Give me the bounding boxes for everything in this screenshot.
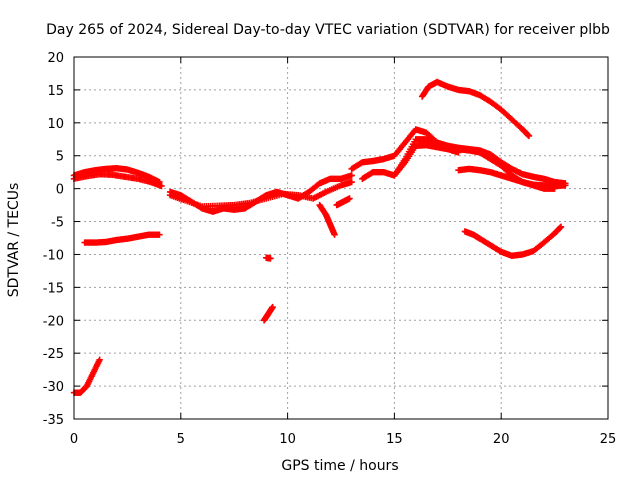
data-point-marker [269,303,276,311]
series-arc-very-low [70,356,103,396]
y-tick-label: -5 [51,216,64,231]
series-arc-rise-3 [391,141,462,179]
y-tick-label: 5 [56,150,64,165]
x-tick-label: 20 [493,432,510,447]
y-tick-label: -20 [43,314,64,329]
data-point-marker [551,185,558,192]
x-axis-title: GPS time / hours [281,458,398,474]
data-point-marker [346,195,353,202]
x-tick-label: 0 [70,432,78,447]
data-point-marker [557,224,564,231]
data-point-marker [562,182,569,189]
series-arc-mid-low [316,201,338,238]
data-point-marker [557,223,565,231]
y-tick-label: -10 [43,248,64,263]
data-point-marker [267,255,274,262]
data-point-marker [455,149,462,156]
x-tick-label: 25 [600,432,617,447]
y-tick-label: 0 [56,183,64,198]
y-tick-label: -25 [43,347,64,362]
data-point-marker [525,132,533,140]
series-arc-early-low [81,231,163,246]
y-tick-label: -30 [43,380,64,395]
series-arc-late-low [461,223,565,259]
y-tick-label: -15 [43,281,64,296]
x-tick-label: 10 [279,432,296,447]
axis-ticks: 0 5 10 15 20 25 -35 -30 -25 -20 -15 -10 -5 0 5 10 15 20 [43,51,617,447]
data-point-marker [348,172,355,179]
data-series-group [70,78,569,396]
series-arc-isolated-2 [260,303,276,324]
y-tick-label: 15 [47,84,64,99]
data-point-marker [156,231,163,238]
series-arc-early-high-2 [70,170,165,190]
series-arc-isolated-1 [263,254,274,262]
data-point-marker [158,182,165,190]
y-tick-label: 20 [47,51,64,66]
series-arc-mid-dip-2 [166,178,355,210]
plot-frame [73,56,609,420]
y-tick-label: -35 [43,413,64,428]
series-arc-high [418,78,533,140]
y-tick-label: 10 [47,117,64,132]
data-point-marker [348,178,355,186]
data-point-marker [96,356,103,363]
chart-title: Day 265 of 2024, Sidereal Day-to-day VTE… [46,22,610,38]
series-arc-mid-low-2 [333,195,353,209]
series-arc-late [455,165,558,192]
data-point-marker [524,131,532,139]
x-tick-label: 5 [177,432,185,447]
x-tick-label: 15 [386,432,403,447]
data-point-marker [331,231,338,238]
y-axis-title: SDTVAR / TECUs [6,183,22,298]
